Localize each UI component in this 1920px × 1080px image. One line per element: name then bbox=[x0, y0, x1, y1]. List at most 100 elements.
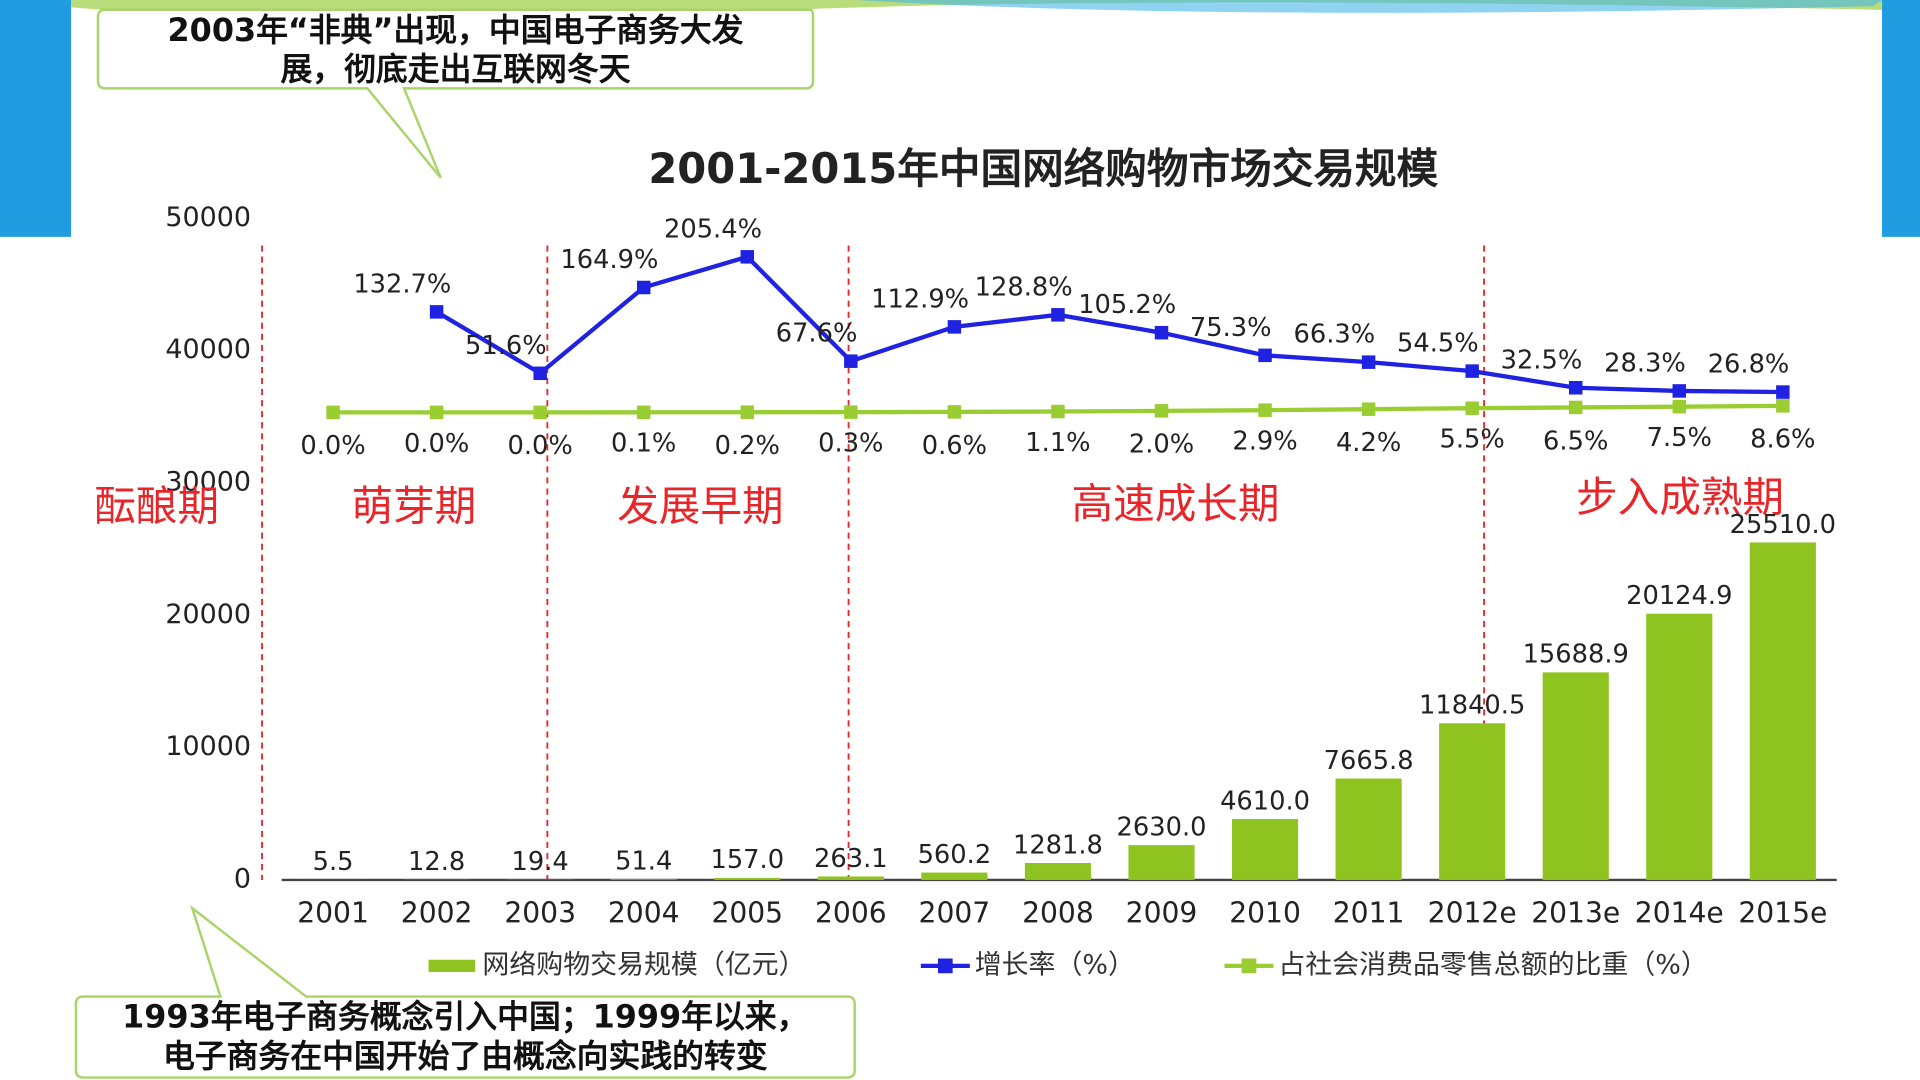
bar bbox=[1749, 542, 1816, 880]
chart-title: 2001-2015年中国网络购物市场交易规模 bbox=[648, 144, 1438, 193]
marker bbox=[947, 405, 962, 419]
data-label: 5.5% bbox=[1440, 425, 1505, 455]
data-label: 51.6% bbox=[465, 331, 547, 361]
data-label: 7665.8 bbox=[1324, 746, 1414, 776]
data-label: 132.7% bbox=[353, 269, 451, 299]
data-label: 1.1% bbox=[1025, 428, 1090, 458]
marker bbox=[1465, 401, 1479, 415]
data-label: 263.1 bbox=[814, 844, 888, 874]
data-label: 0.3% bbox=[818, 429, 883, 459]
x-tick-label: 2014e bbox=[1635, 896, 1724, 929]
callout-box bbox=[74, 904, 856, 1079]
legend-label: 占社会消费品零售总额的比重（%） bbox=[1278, 949, 1707, 980]
marker bbox=[1776, 385, 1790, 399]
data-label: 7.5% bbox=[1647, 423, 1712, 453]
annotation: 展，彻底走出互联网冬天 bbox=[280, 50, 630, 88]
line bbox=[435, 254, 1783, 395]
data-label: 2.0% bbox=[1129, 430, 1194, 460]
bar bbox=[1231, 818, 1299, 880]
marker bbox=[1568, 381, 1583, 395]
legend-swatch bbox=[1241, 958, 1257, 974]
annotation: 1993年电子商务概念引入中国；1999年以来， bbox=[122, 998, 808, 1036]
data-label: 11840.5 bbox=[1419, 691, 1525, 721]
marker bbox=[533, 405, 547, 420]
data-label: 112.9% bbox=[871, 284, 969, 314]
data-label: 0.6% bbox=[922, 431, 987, 461]
data-label: 2630.0 bbox=[1117, 812, 1207, 842]
bar bbox=[610, 879, 677, 880]
data-label: 51.4 bbox=[615, 847, 672, 877]
marker bbox=[1361, 355, 1376, 369]
side-band bbox=[1882, 0, 1920, 237]
data-label: 66.3% bbox=[1293, 320, 1375, 350]
bar bbox=[1646, 613, 1713, 880]
data-label: 28.3% bbox=[1604, 348, 1686, 378]
y-tick-label: 50000 bbox=[165, 202, 251, 233]
data-label: 4.2% bbox=[1336, 428, 1401, 458]
bar bbox=[1128, 845, 1195, 880]
data-label: 19.4 bbox=[512, 847, 569, 877]
marker bbox=[326, 405, 340, 420]
data-label: 25510.0 bbox=[1730, 510, 1836, 540]
data-label: 128.8% bbox=[975, 272, 1073, 302]
bar bbox=[817, 876, 884, 880]
data-label: 32.5% bbox=[1501, 345, 1583, 375]
x-tick-label: 2004 bbox=[608, 896, 680, 929]
marker bbox=[636, 280, 651, 295]
data-label: 0.0% bbox=[404, 429, 469, 459]
x-tick-label: 2007 bbox=[919, 896, 991, 929]
marker bbox=[1258, 348, 1272, 363]
data-label: 20124.9 bbox=[1626, 581, 1732, 611]
phase-label: 发展早期 bbox=[617, 481, 783, 530]
top-swoosh bbox=[857, 0, 1883, 13]
marker bbox=[533, 366, 547, 381]
data-label: 205.4% bbox=[664, 214, 762, 244]
data-label: 560.2 bbox=[918, 840, 992, 870]
bar bbox=[1024, 862, 1092, 880]
marker bbox=[1672, 384, 1687, 398]
callout-box bbox=[96, 8, 815, 179]
data-label: 164.9% bbox=[560, 245, 658, 275]
marker bbox=[1672, 399, 1687, 414]
x-tick-label: 2013e bbox=[1531, 896, 1620, 929]
side-band bbox=[0, 0, 72, 237]
data-label: 0.0% bbox=[300, 431, 365, 461]
marker bbox=[1154, 325, 1169, 340]
marker bbox=[1051, 404, 1065, 419]
data-label: 105.2% bbox=[1078, 290, 1176, 320]
marker bbox=[1361, 402, 1376, 416]
x-tick-label: 2015e bbox=[1738, 896, 1827, 929]
y-tick-label: 30000 bbox=[165, 467, 251, 498]
legend-swatch bbox=[428, 959, 476, 972]
marker bbox=[947, 320, 962, 334]
data-label: 2.9% bbox=[1232, 427, 1297, 457]
y-tick-label: 40000 bbox=[165, 334, 251, 365]
x-tick-label: 2005 bbox=[711, 896, 783, 929]
data-label: 12.8 bbox=[408, 847, 465, 877]
data-label: 0.0% bbox=[508, 431, 573, 461]
data-label: 1281.8 bbox=[1013, 830, 1103, 860]
marker bbox=[844, 405, 858, 419]
data-label: 5.5 bbox=[313, 847, 354, 877]
bar bbox=[1439, 723, 1506, 880]
legend-label: 增长率（%） bbox=[975, 949, 1135, 980]
marker bbox=[429, 305, 444, 319]
bar bbox=[1335, 778, 1402, 880]
data-label: 0.1% bbox=[611, 429, 676, 459]
data-label: 75.3% bbox=[1190, 313, 1272, 343]
phase-label: 高速成长期 bbox=[1071, 479, 1279, 528]
phase-label: 萌芽期 bbox=[351, 481, 476, 530]
marker bbox=[1258, 403, 1272, 417]
y-tick-label: 10000 bbox=[165, 731, 251, 762]
data-label: 4610.0 bbox=[1220, 786, 1310, 816]
data-label: 0.2% bbox=[715, 431, 780, 461]
marker bbox=[740, 405, 755, 419]
phase-label: 酝酿期 bbox=[94, 481, 219, 530]
marker bbox=[844, 354, 858, 368]
data-label: 157.0 bbox=[710, 845, 784, 875]
legend-label: 网络购物交易规模（亿元） bbox=[482, 949, 805, 980]
x-tick-label: 2006 bbox=[815, 896, 887, 929]
y-tick-label: 20000 bbox=[165, 599, 251, 630]
marker bbox=[1154, 404, 1169, 418]
